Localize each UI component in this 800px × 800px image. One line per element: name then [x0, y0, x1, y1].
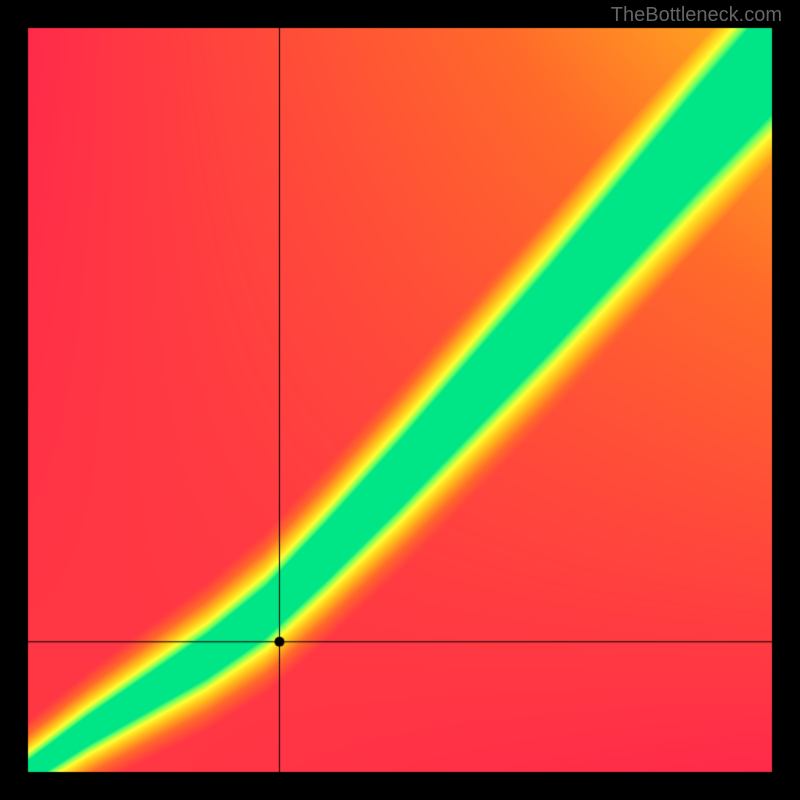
watermark-text: TheBottleneck.com [611, 4, 782, 27]
chart-frame: TheBottleneck.com [0, 0, 800, 800]
bottleneck-heatmap-canvas [0, 0, 800, 800]
